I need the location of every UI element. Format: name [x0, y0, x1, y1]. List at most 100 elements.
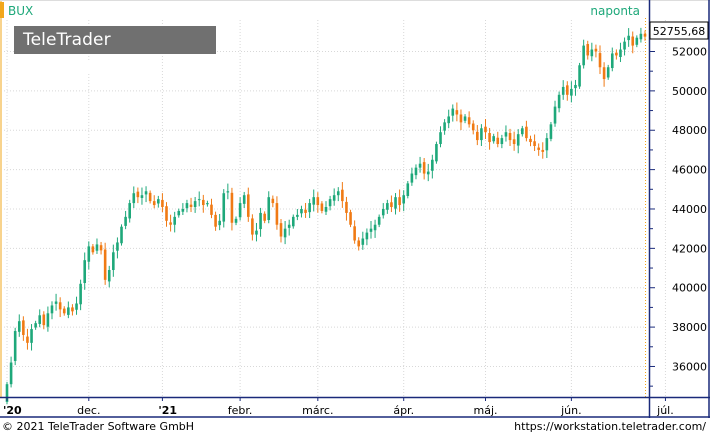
candle-body	[455, 110, 459, 115]
candle-down	[390, 195, 393, 213]
candle-body	[95, 244, 99, 251]
candle-body	[275, 203, 279, 225]
candle-body	[447, 116, 450, 124]
candle-body	[516, 134, 520, 146]
candle-down	[58, 297, 62, 318]
candle-body	[50, 305, 54, 314]
candle-up	[30, 324, 33, 351]
candle-up	[410, 167, 414, 186]
candle-body	[512, 139, 516, 145]
candle-up	[87, 241, 91, 270]
candle-body	[610, 53, 614, 69]
candle-down	[103, 242, 107, 285]
candle-down	[398, 189, 401, 212]
candle-up	[312, 189, 316, 212]
candle-down	[148, 190, 152, 204]
candle-body	[75, 303, 78, 310]
candle-down	[422, 157, 426, 180]
candle-up	[463, 114, 467, 124]
source-url[interactable]: https://workstation.teletrader.com/	[514, 420, 706, 433]
candle-body	[443, 122, 446, 131]
candle-body	[38, 315, 42, 324]
candle-down	[202, 194, 205, 213]
candle-down	[136, 187, 140, 204]
candle-body	[643, 33, 647, 37]
candle-up	[17, 314, 21, 337]
candle-down	[586, 40, 590, 60]
candle-up	[516, 129, 520, 154]
candle-down	[271, 195, 275, 208]
candle-body	[488, 132, 491, 143]
candle-body	[500, 138, 504, 145]
candle-body	[590, 49, 594, 57]
candle-down	[594, 44, 598, 58]
candlestick-chart: 36000 38000 40000 42000 44000 46000 48000 50000…	[0, 0, 710, 418]
candle-up	[185, 199, 189, 213]
candle-body	[202, 199, 205, 206]
candle-body	[414, 167, 418, 176]
candle-up	[67, 301, 70, 319]
candle-up	[381, 203, 385, 219]
candle-body	[169, 222, 172, 225]
candle-body	[230, 192, 234, 223]
candle-body	[132, 193, 136, 204]
candle-up	[332, 188, 336, 206]
candle-body	[30, 329, 33, 343]
candle-up	[549, 121, 553, 142]
candle-body	[181, 208, 185, 212]
x-tick-label: máj.	[473, 404, 497, 417]
candle-body	[140, 195, 144, 198]
candle-body	[504, 132, 508, 137]
candle-body	[332, 195, 336, 201]
candle-body	[67, 307, 70, 315]
candle-body	[341, 189, 344, 202]
candle-up	[373, 219, 377, 238]
candle-down	[615, 49, 618, 60]
candle-up	[336, 187, 340, 202]
candle-body	[120, 226, 123, 244]
candle-body	[627, 35, 630, 41]
last-value-box	[649, 21, 709, 40]
candle-body	[353, 226, 356, 241]
candle-down	[484, 119, 487, 140]
candle-body	[316, 197, 320, 206]
candle-down	[529, 135, 532, 147]
candle-up	[545, 133, 549, 158]
candle-body	[161, 199, 164, 208]
candle-body	[336, 191, 340, 196]
candle-down	[471, 120, 475, 135]
candle-up	[226, 183, 230, 200]
candle-body	[124, 216, 127, 226]
candle-body	[410, 173, 414, 183]
candle-body	[107, 270, 111, 282]
candle-down	[349, 209, 352, 228]
candle-body	[83, 260, 87, 284]
candle-body	[565, 85, 569, 95]
x-tick-label: '21	[158, 404, 177, 417]
candle-body	[390, 202, 393, 208]
candle-down	[508, 128, 512, 146]
candle-up	[582, 39, 585, 69]
candle-up	[447, 109, 450, 129]
candle-up	[426, 163, 430, 182]
candle-body	[635, 37, 639, 45]
candle-up	[9, 356, 13, 388]
candle-body	[79, 283, 82, 305]
candle-body	[42, 314, 46, 326]
candle-body	[255, 230, 258, 235]
chart-frame	[0, 0, 710, 418]
candle-up	[377, 214, 381, 228]
y-tick-label: 38000	[672, 321, 707, 334]
candle-down	[279, 219, 283, 243]
candle-down	[476, 125, 479, 146]
candle-body	[112, 252, 115, 271]
candle-body	[157, 199, 160, 204]
candle-up	[402, 190, 406, 212]
x-tick-label: júl.	[656, 404, 674, 417]
logo-text-bold: WorkStation	[23, 58, 144, 78]
candle-body	[210, 204, 213, 215]
symbol-marker	[0, 2, 4, 18]
x-tick-label: ápr.	[393, 404, 414, 417]
candle-up	[173, 211, 176, 233]
candle-up	[365, 228, 369, 246]
